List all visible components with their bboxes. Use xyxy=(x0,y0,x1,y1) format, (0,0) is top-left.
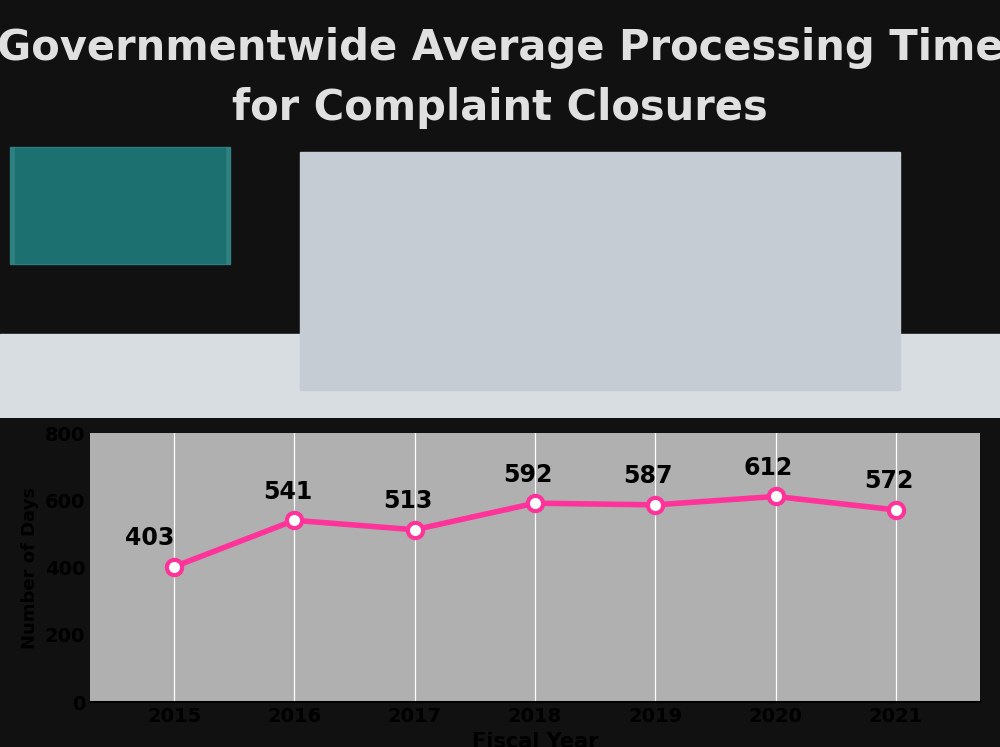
Bar xyxy=(15,148,225,263)
Bar xyxy=(0,335,1000,418)
Text: 513: 513 xyxy=(383,489,432,513)
Text: 587: 587 xyxy=(624,464,673,489)
Text: for Complaint Closures: for Complaint Closures xyxy=(232,87,768,128)
Text: 592: 592 xyxy=(503,462,553,486)
Y-axis label: Number of Days: Number of Days xyxy=(21,487,39,648)
Text: 612: 612 xyxy=(744,456,793,480)
Text: Governmentwide Average Processing Time: Governmentwide Average Processing Time xyxy=(0,28,1000,69)
Bar xyxy=(10,146,230,264)
Text: 541: 541 xyxy=(263,480,312,503)
Text: 572: 572 xyxy=(864,469,914,493)
Text: 403: 403 xyxy=(125,526,174,550)
X-axis label: Fiscal Year: Fiscal Year xyxy=(472,731,598,747)
Bar xyxy=(300,152,900,391)
